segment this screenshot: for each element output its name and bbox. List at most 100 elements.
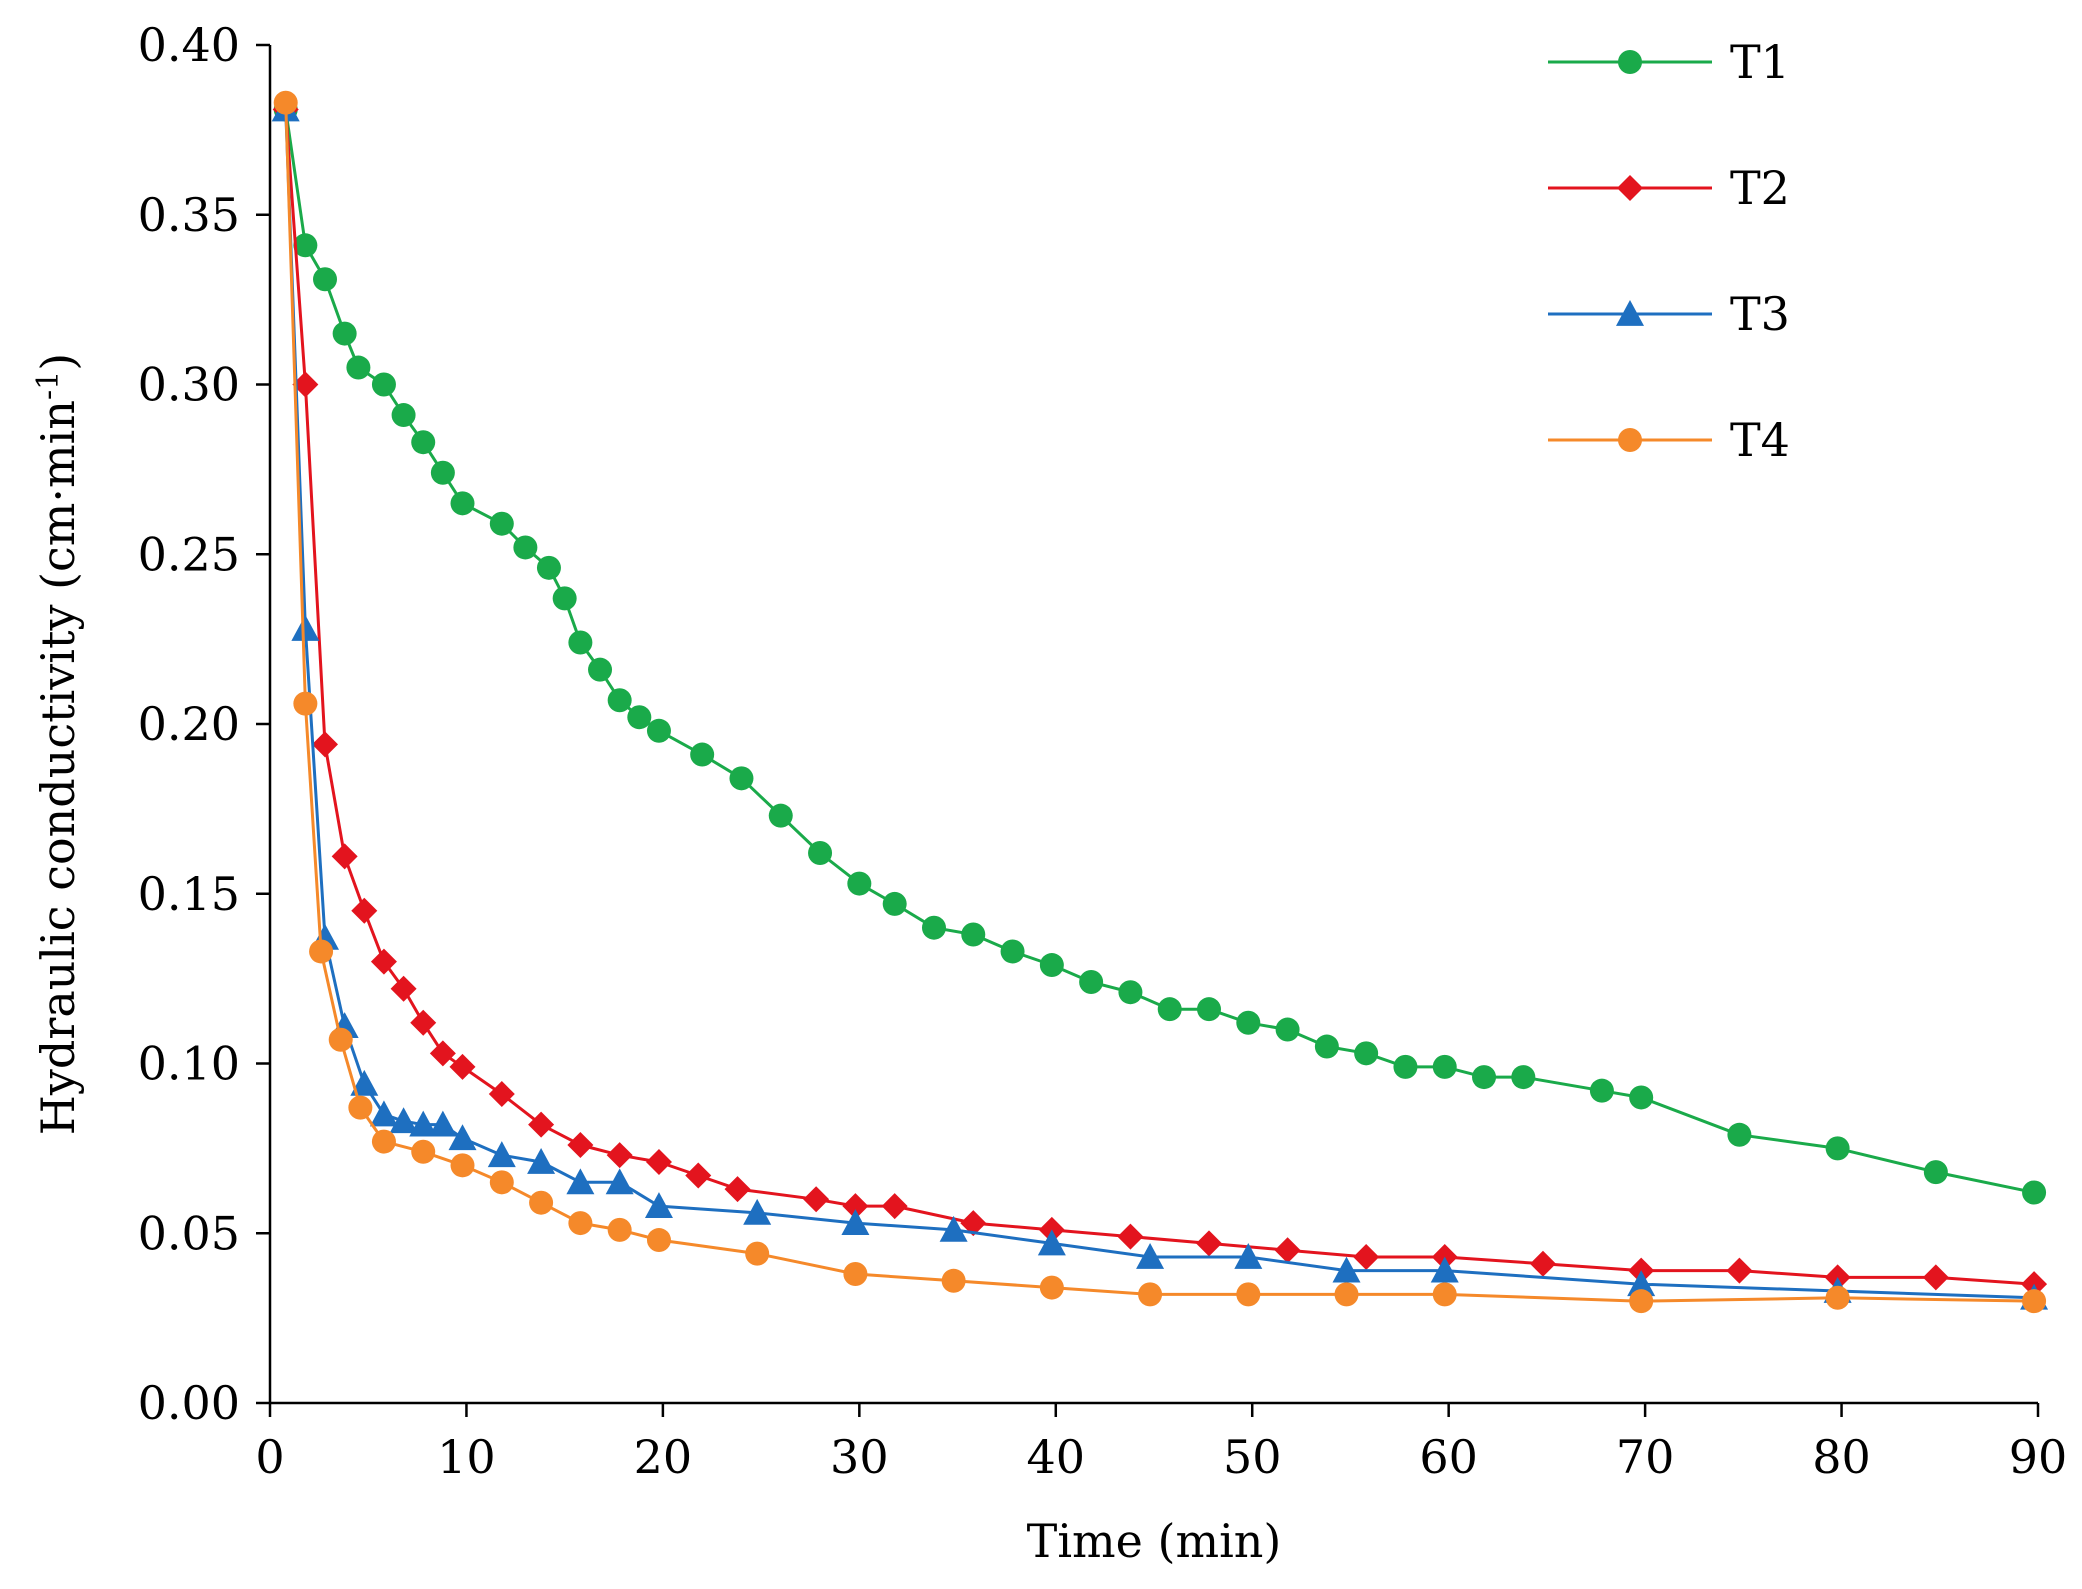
data-point-t4 <box>348 1095 373 1120</box>
series-t1 <box>273 97 2047 1205</box>
data-point-t2 <box>1353 1244 1380 1271</box>
y-axis-title-close: ) <box>31 353 85 371</box>
data-point-t4 <box>328 1027 353 1052</box>
data-point-t1 <box>588 657 613 682</box>
data-point-t4 <box>371 1129 396 1154</box>
data-point-t2 <box>331 843 358 870</box>
data-point-t1 <box>411 430 436 455</box>
data-point-t4 <box>1334 1282 1359 1307</box>
axes: 0 10 20 30 40 50 60 70 80 90 0.00 0.05 0.10 0.15 0.20… <box>138 18 2068 1484</box>
data-point-t1 <box>882 891 907 916</box>
x-tick-label: 60 <box>1419 1430 1478 1484</box>
data-point-t2 <box>1922 1264 1949 1291</box>
x-tick-label: 50 <box>1223 1430 1282 1484</box>
data-point-t1 <box>1197 997 1222 1022</box>
data-point-t1 <box>768 803 793 828</box>
data-point-t1 <box>346 355 371 380</box>
y-tick-label: 0.00 <box>138 1376 240 1430</box>
data-point-t1 <box>1432 1054 1457 1079</box>
data-point-t3 <box>1430 1256 1459 1283</box>
data-point-t1 <box>646 718 671 743</box>
y-ticks: 0.00 0.05 0.10 0.15 0.20 0.25 0.30 0.35 0.40 <box>138 18 270 1430</box>
legend-marker-t1 <box>1618 50 1642 74</box>
data-point-t1 <box>1039 953 1064 978</box>
data-point-t4 <box>529 1190 554 1215</box>
data-point-t3 <box>428 1110 457 1137</box>
legend-marker-t4 <box>1618 428 1642 452</box>
data-point-t2 <box>528 1111 555 1138</box>
data-point-t2 <box>429 1040 456 1067</box>
data-point-t1 <box>1589 1078 1614 1103</box>
data-point-t3 <box>1037 1229 1066 1256</box>
data-point-t1 <box>1629 1085 1654 1110</box>
data-point-t4 <box>843 1261 868 1286</box>
data-point-t1 <box>961 922 986 947</box>
data-point-t3 <box>389 1107 418 1134</box>
data-point-t3 <box>527 1147 556 1174</box>
data-point-t4 <box>568 1211 593 1236</box>
series-line-t2 <box>284 109 2035 1286</box>
legend-item-t2: T2 <box>1548 161 1790 215</box>
data-point-t1 <box>450 491 475 516</box>
data-point-t4 <box>273 90 298 115</box>
data-point-t1 <box>489 511 514 536</box>
data-point-t4 <box>309 939 334 964</box>
data-point-t1 <box>1393 1054 1418 1079</box>
data-point-t3 <box>1136 1243 1165 1269</box>
y-tick-label: 0.35 <box>138 188 240 242</box>
data-point-t4 <box>450 1153 475 1178</box>
data-point-t2 <box>567 1131 594 1158</box>
data-point-t2 <box>803 1186 830 1213</box>
data-point-t4 <box>1236 1282 1261 1307</box>
x-tick-label: 70 <box>1616 1430 1675 1484</box>
legend-label-t3: T3 <box>1730 287 1790 341</box>
legend: T1 T2 T3 T4 <box>1548 35 1790 467</box>
x-tick-label: 30 <box>830 1430 889 1484</box>
legend-item-t4: T4 <box>1548 413 1790 467</box>
data-point-t2 <box>390 975 417 1002</box>
data-point-t3 <box>487 1141 516 1168</box>
legend-item-t3: T3 <box>1548 287 1790 341</box>
legend-label-t1: T1 <box>1730 35 1790 89</box>
data-point-t3 <box>841 1209 870 1235</box>
series-t4 <box>273 90 2047 1314</box>
y-tick-label: 0.20 <box>138 697 240 751</box>
data-point-t4 <box>646 1228 671 1253</box>
data-point-t4 <box>1138 1282 1163 1307</box>
legend-marker-t3 <box>1616 300 1644 326</box>
data-point-t1 <box>1157 997 1182 1022</box>
data-point-t4 <box>1629 1289 1654 1314</box>
data-point-t2 <box>606 1142 633 1169</box>
legend-label-t2: T2 <box>1730 161 1790 215</box>
data-point-t1 <box>1923 1160 1948 1185</box>
data-point-t2 <box>1274 1237 1301 1264</box>
x-tick-label: 90 <box>2009 1430 2068 1484</box>
data-point-t4 <box>941 1268 966 1293</box>
data-point-t2 <box>842 1193 869 1220</box>
data-point-t4 <box>489 1170 514 1195</box>
y-tick-label: 0.40 <box>138 18 240 72</box>
data-point-t2 <box>410 1009 437 1036</box>
data-point-t1 <box>313 267 338 292</box>
data-point-t1 <box>1000 939 1025 964</box>
y-axis-title-superscript: -1 <box>31 371 66 400</box>
data-point-t3 <box>350 1069 379 1096</box>
x-tick-label: 20 <box>634 1430 693 1484</box>
data-point-t2 <box>312 731 339 758</box>
data-point-t1 <box>1727 1122 1752 1147</box>
data-point-t1 <box>1275 1017 1300 1042</box>
data-point-t2 <box>292 371 319 398</box>
data-point-t1 <box>536 555 561 580</box>
data-point-t1 <box>1079 970 1104 995</box>
x-ticks: 0 10 20 30 40 50 60 70 80 90 <box>255 1403 2067 1484</box>
data-point-t1 <box>921 915 946 940</box>
data-point-t3 <box>1627 1270 1656 1297</box>
data-point-t2 <box>449 1053 476 1080</box>
data-point-t1 <box>690 742 715 767</box>
legend-marker-t2 <box>1617 175 1643 201</box>
data-point-t2 <box>488 1081 515 1108</box>
data-point-t2 <box>960 1210 987 1237</box>
data-point-t1 <box>847 871 872 896</box>
